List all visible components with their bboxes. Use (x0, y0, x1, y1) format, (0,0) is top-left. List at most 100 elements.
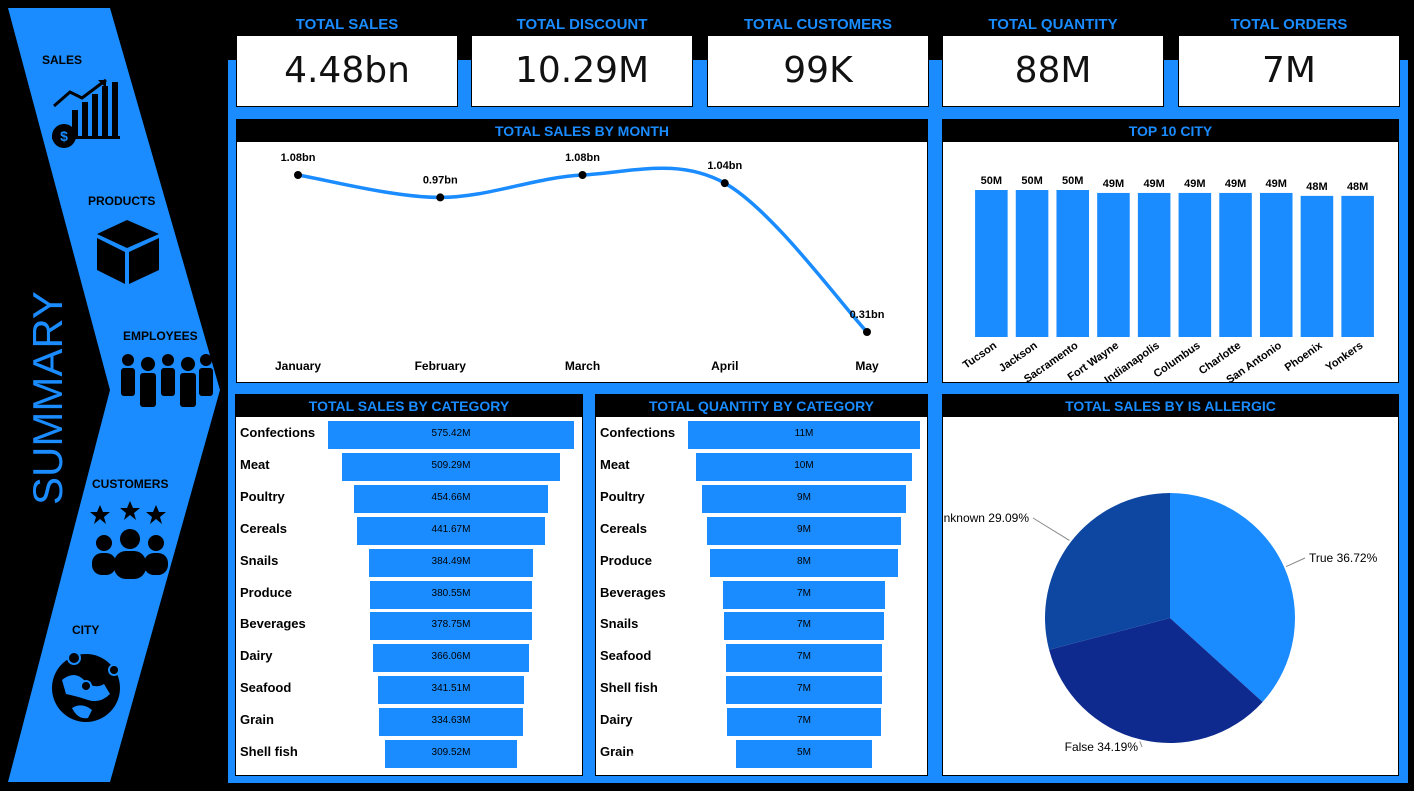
kpi-value: 99K (783, 50, 853, 91)
quantity-by-category-panel: TOTAL QUANTITY BY CATEGORY 11M Confection… (595, 394, 928, 776)
data-label: 0.97bn (423, 174, 458, 186)
funnel-bar: 334.63M (379, 708, 523, 737)
funnel-bar: 5M (735, 740, 873, 768)
sales-by-allergic-chart: True 36.72% False 34.19% Unknown 29.09% (943, 493, 1378, 754)
x-tick-label: January (275, 359, 321, 373)
data-label: 1.04bn (707, 160, 742, 172)
funnel-row: 10M Meat (596, 452, 927, 481)
bar (1259, 192, 1293, 337)
slice-label: True 36.72% (1309, 551, 1378, 565)
data-label: 7M (797, 587, 811, 599)
kpi-total-quantity: TOTAL QUANTITY 88M (942, 13, 1164, 107)
bar (1300, 195, 1334, 337)
funnel-row: 509.29M Meat (236, 452, 582, 481)
x-tick-label: Phoenix (1283, 339, 1326, 374)
watermark-logo: خمسات (620, 736, 734, 776)
x-tick-label: Columbus (1152, 340, 1203, 381)
category-label: Meat (240, 456, 270, 472)
funnel-bar: 10M (696, 452, 912, 481)
data-label: 50M (1021, 175, 1042, 187)
data-label: 11M (794, 428, 814, 439)
bar (1015, 190, 1049, 337)
data-label: 9M (797, 523, 811, 535)
category-label: Snails (600, 616, 639, 632)
sidebar-item-products[interactable]: PRODUCTS (88, 194, 156, 208)
kpi-label: TOTAL CUSTOMERS (708, 14, 928, 36)
data-label: 5M (797, 747, 811, 758)
sidebar-item-customers[interactable]: CUSTOMERS (92, 477, 169, 491)
category-label: Seafood (600, 648, 652, 664)
x-tick-label: April (711, 359, 738, 373)
data-label: 50M (981, 175, 1002, 187)
x-tick-label: May (855, 359, 879, 373)
pie-slice (1049, 618, 1263, 744)
kpi-total-discount: TOTAL DISCOUNT 10.29M (471, 13, 693, 107)
funnel-row: 5M Grain (596, 740, 927, 768)
data-label: 380.55M (431, 587, 471, 599)
category-label: Produce (240, 584, 293, 600)
funnel-row: 384.49M Snails (236, 548, 582, 577)
data-label: 49M (1143, 178, 1164, 190)
category-label: Cereals (240, 520, 287, 536)
funnel-row: 7M Snails (596, 612, 927, 641)
kpi-total-orders: TOTAL ORDERS 7M (1178, 13, 1400, 107)
bar (1137, 192, 1171, 337)
employees-icon[interactable] (121, 354, 213, 407)
data-label: 8M (797, 555, 811, 567)
kpi-label: TOTAL ORDERS (1179, 14, 1399, 36)
sales-chart-icon[interactable]: $ (52, 78, 120, 148)
data-label: 341.51M (431, 683, 471, 695)
top-city-chart: 50MTucson50MJackson50MSacramento49MFort … (961, 175, 1374, 382)
customers-icon[interactable] (90, 501, 168, 579)
funnel-bar: 454.66M (353, 484, 549, 513)
funnel-bar: 7M (726, 644, 882, 673)
data-label: 378.75M (431, 619, 471, 631)
data-label: 49M (1266, 178, 1287, 190)
data-label: 49M (1184, 178, 1205, 190)
bar (975, 190, 1008, 337)
data-label: 7M (797, 651, 811, 663)
category-label: Poultry (240, 488, 285, 504)
kpi-value: 88M (1014, 50, 1092, 91)
funnel-row: 575.42M Confections (236, 421, 582, 449)
data-label: 0.31bn (850, 309, 885, 321)
pie-slice (1170, 493, 1295, 702)
slice-label: False 34.19% (1065, 740, 1139, 754)
kpi-label: TOTAL DISCOUNT (472, 14, 692, 36)
data-label: 7M (797, 715, 811, 727)
category-label: Shell fish (240, 744, 298, 759)
category-label: Confections (240, 425, 316, 440)
category-label: Dairy (240, 648, 273, 664)
data-label: 509.29M (431, 459, 471, 471)
funnel-bar: 309.52M (384, 740, 518, 768)
category-label: Beverages (240, 616, 306, 632)
box-icon[interactable] (97, 220, 159, 284)
funnel-bar: 7M (727, 708, 881, 737)
globe-icon[interactable] (52, 651, 120, 722)
kpi-value: 10.29M (514, 50, 650, 91)
chart-title: TOTAL SALES BY CATEGORY (236, 395, 582, 417)
funnel-bar: 11M (688, 421, 920, 449)
funnel-row: 11M Confections (596, 421, 927, 449)
funnel-bar: 7M (726, 676, 882, 705)
data-point (863, 328, 871, 336)
data-label: 334.63M (431, 715, 471, 727)
funnel-row: 7M Seafood (596, 644, 927, 673)
data-point (578, 171, 587, 179)
funnel-bar: 441.67M (356, 516, 546, 545)
funnel-bar: 341.51M (377, 676, 524, 705)
sidebar-item-sales[interactable]: SALES (42, 53, 83, 67)
category-label: Grain (240, 712, 274, 728)
sidebar-item-employees[interactable]: EMPLOYEES (123, 329, 198, 343)
sidebar-item-city[interactable]: CITY (72, 623, 100, 637)
chart-title: TOTAL SALES BY MONTH (237, 120, 927, 142)
sales-by-category-panel: TOTAL SALES BY CATEGORY 575.42M Confectio… (235, 394, 583, 776)
funnel-bar: 7M (722, 580, 886, 609)
data-label: 454.66M (431, 491, 471, 503)
sales-by-category-chart: 575.42M Confections 509.29M Meat 454.66M Poul… (236, 417, 582, 773)
pie-slice (1045, 493, 1170, 650)
sidebar-title: SUMMARY (24, 291, 71, 505)
funnel-row: 378.75M Beverages (236, 612, 582, 641)
category-label: Seafood (240, 680, 292, 696)
funnel-row: 9M Poultry (596, 484, 927, 513)
